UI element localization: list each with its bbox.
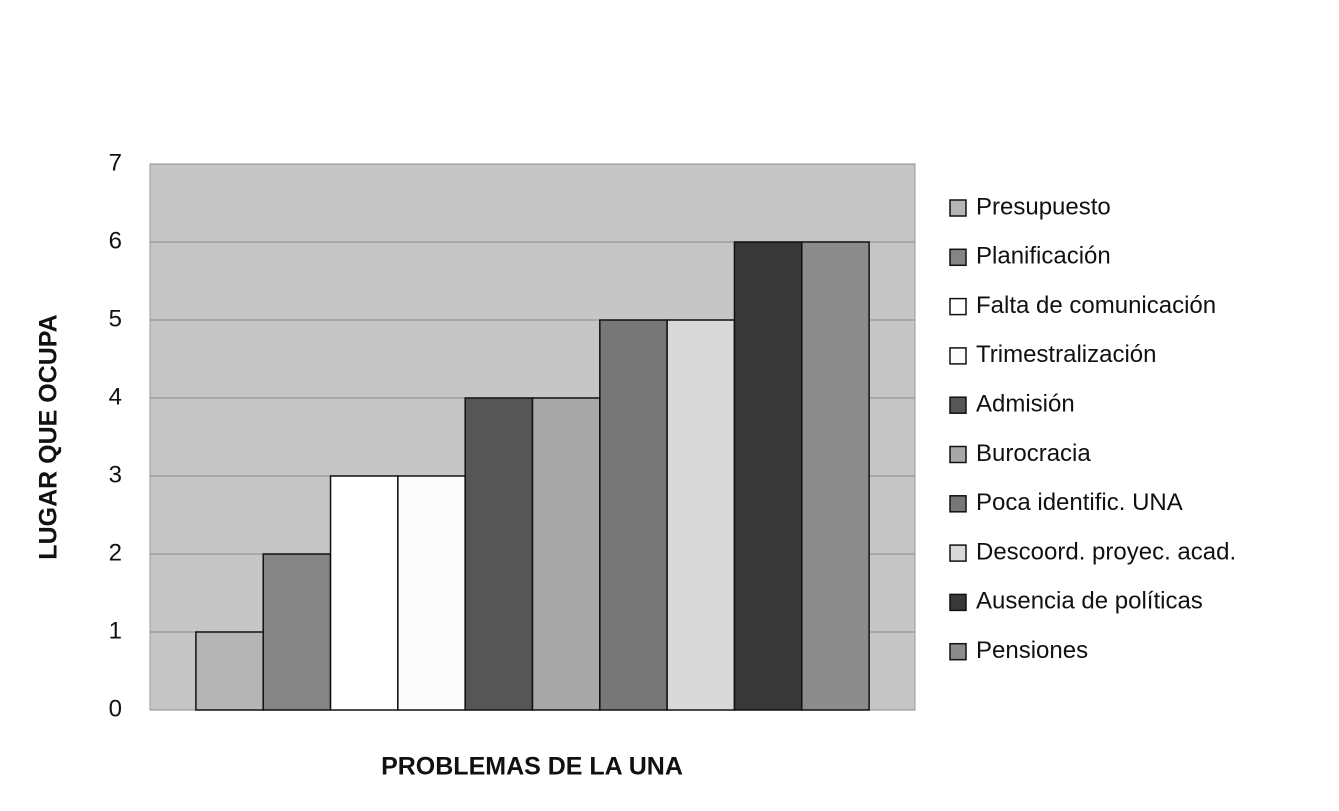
bar (329, 475, 399, 711)
legend-swatch (949, 642, 967, 661)
legend-label: Trimestralización (976, 341, 1156, 368)
y-tick-label: 1 (109, 617, 122, 644)
legend-swatch (949, 396, 967, 414)
bar (733, 241, 803, 711)
y-tick-label: 0 (109, 695, 122, 722)
legend-swatch (949, 593, 967, 612)
legend-label: Burocracia (976, 440, 1091, 467)
y-axis-title: LUGAR QUE OCUPA (35, 314, 63, 559)
legend-swatch (949, 297, 967, 316)
bar (464, 397, 534, 711)
legend-swatch (949, 248, 967, 267)
legend-swatch (949, 445, 967, 464)
bar (666, 319, 736, 711)
legend-label: Ausencia de políticas (976, 588, 1203, 615)
y-tick-label: 7 (109, 149, 122, 176)
bar (531, 397, 601, 711)
bar (262, 553, 332, 711)
y-tick-label: 3 (109, 461, 122, 488)
y-tick-label: 2 (109, 539, 122, 566)
legend-label: Poca identific. UNA (976, 489, 1183, 516)
bar (397, 475, 466, 711)
y-tick-label: 6 (109, 227, 122, 254)
legend-label: Falta de comunicación (976, 292, 1216, 319)
legend-swatch (949, 495, 967, 513)
legend-label: Presupuesto (976, 193, 1111, 220)
x-axis-title: PROBLEMAS DE LA UNA (381, 753, 683, 781)
legend-swatch (949, 347, 967, 365)
bar (599, 319, 668, 711)
legend-label: Admisión (976, 391, 1075, 418)
bar (195, 631, 264, 711)
legend-swatch (949, 544, 967, 562)
bar (801, 241, 870, 711)
legend-swatch (949, 199, 967, 217)
legend-label: Planificación (976, 243, 1111, 270)
legend-label: Pensiones (976, 637, 1088, 664)
legend-label: Descoord. proyec. acad. (976, 538, 1236, 565)
y-tick-label: 4 (109, 383, 122, 410)
y-tick-label: 5 (109, 305, 122, 332)
